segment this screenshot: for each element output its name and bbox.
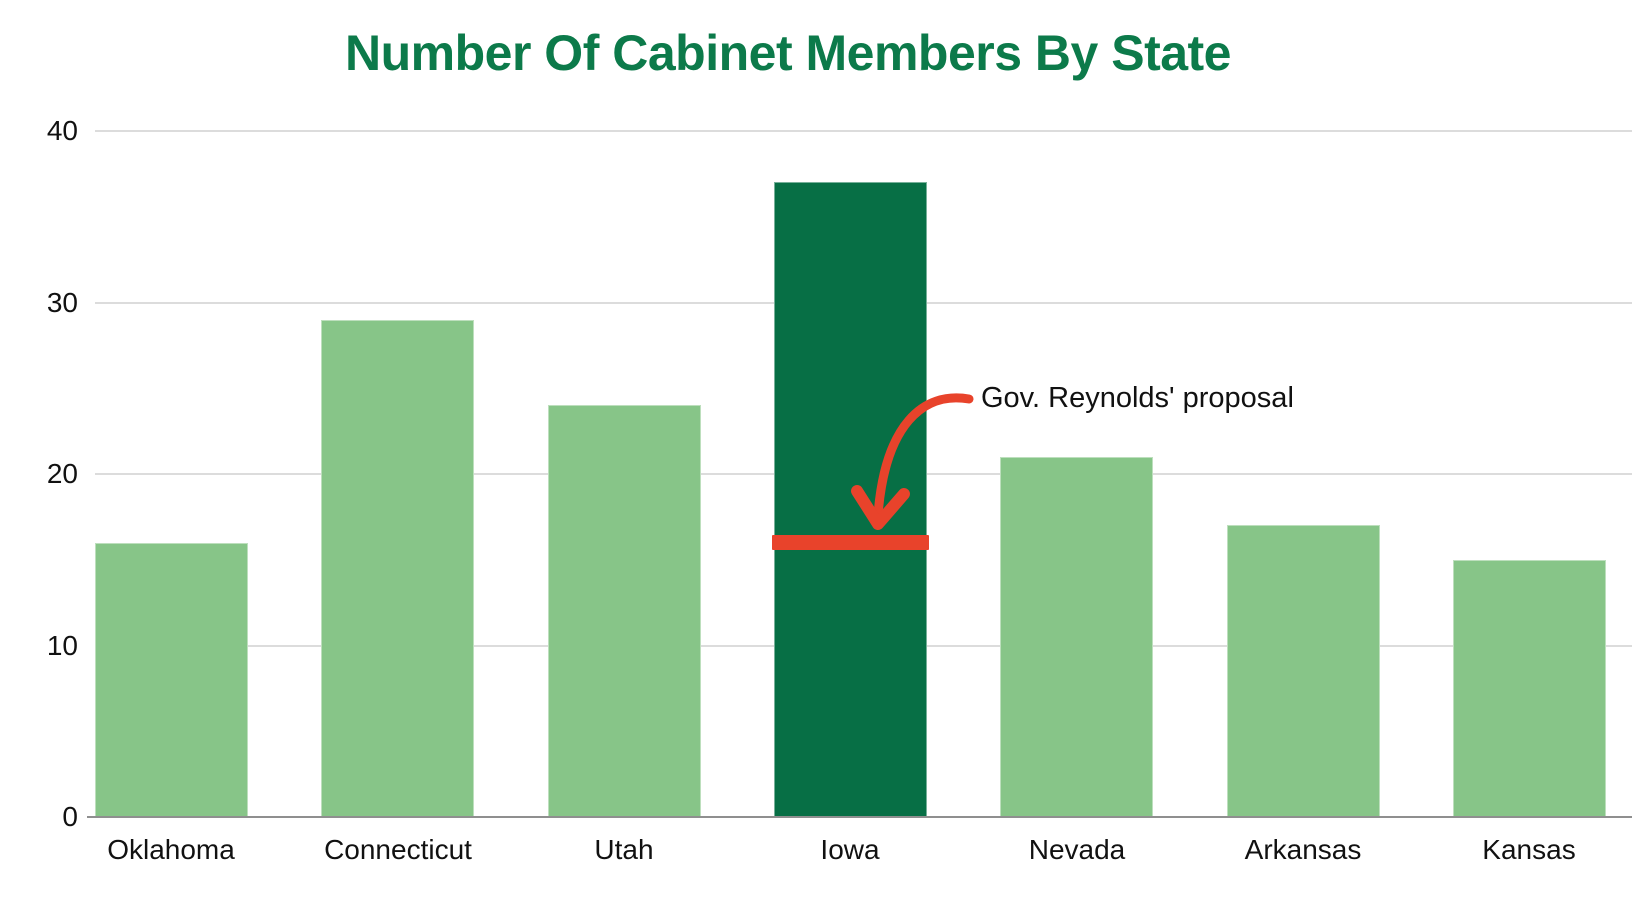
y-tick-label-40: 40 <box>46 115 78 146</box>
chart-title: Number Of Cabinet Members By State <box>345 25 1231 81</box>
bar-kansas <box>1453 560 1606 817</box>
bar-oklahoma <box>95 543 248 817</box>
x-tick-label-arkansas: Arkansas <box>1244 834 1362 865</box>
x-axis-line <box>87 816 1632 818</box>
x-tick-label-iowa: Iowa <box>820 834 880 865</box>
x-tick-label-oklahoma: Oklahoma <box>107 834 235 865</box>
bar-nevada <box>1000 457 1153 817</box>
gridline-40 <box>95 130 1632 132</box>
x-tick-label-utah: Utah <box>594 834 654 865</box>
plot-area: Gov. Reynolds' proposal 0 10 20 30 40 Oklahom… <box>47 115 1632 865</box>
bar-iowa <box>774 182 927 817</box>
annotation-label: Gov. Reynolds' proposal <box>981 382 1294 414</box>
x-tick-label-kansas: Kansas <box>1482 834 1576 865</box>
bar-arkansas <box>1227 525 1380 817</box>
x-tick-label-connecticut: Connecticut <box>324 834 472 865</box>
bar-connecticut <box>321 320 474 817</box>
y-tick-label-10: 10 <box>46 629 78 661</box>
x-tick-label-nevada: Nevada <box>1028 834 1126 865</box>
y-tick-label-30: 30 <box>46 286 78 318</box>
bar-utah <box>548 405 701 817</box>
y-tick-label-20: 20 <box>46 458 78 489</box>
annotation-proposal-line <box>772 535 929 550</box>
y-tick-label-0: 0 <box>62 801 78 832</box>
